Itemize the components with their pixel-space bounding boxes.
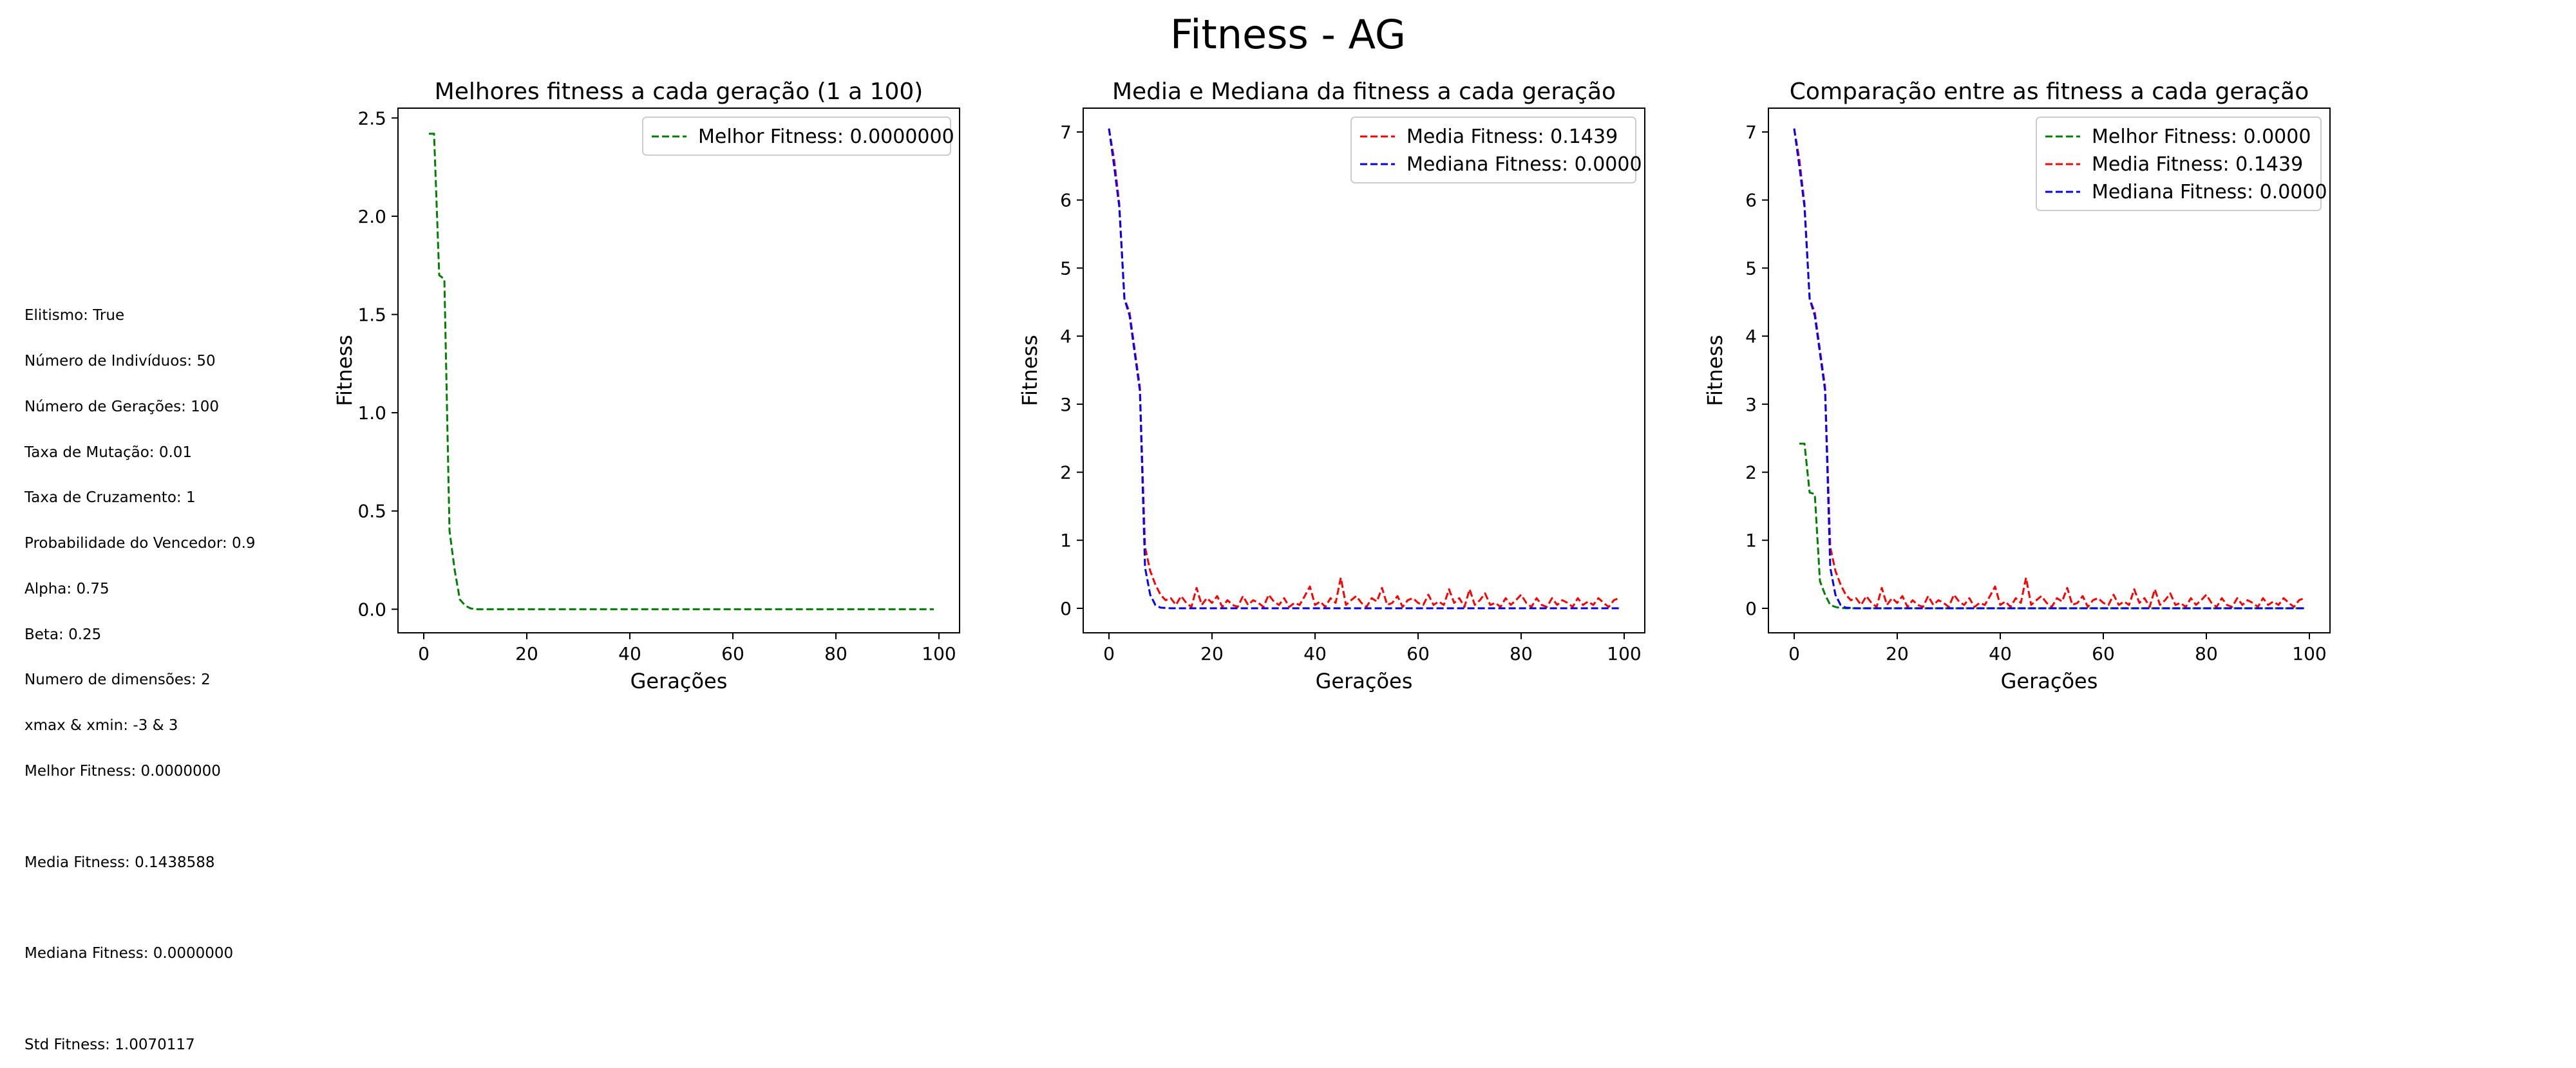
y-tick-label: 3 [1060, 394, 1072, 415]
x-tick-label: 20 [1200, 643, 1224, 664]
info-line: Taxa de Mutação: 0.01 [24, 444, 193, 461]
chart-title: Melhores fitness a cada geração (1 a 100… [435, 79, 923, 105]
chart-title: Comparação entre as fitness a cada geraç… [1790, 79, 2309, 105]
x-tick-label: 40 [618, 643, 641, 664]
legend-box [2036, 117, 2322, 211]
y-tick-label: 2.5 [357, 108, 386, 129]
plot-frame [1083, 108, 1645, 633]
legend-label: Melhor Fitness: 0.0000000 [698, 126, 954, 148]
plot-frame [1768, 108, 2331, 633]
y-tick-label: 0.5 [357, 501, 386, 522]
y-axis-label: Fitness [332, 335, 357, 406]
series-line-1 [1799, 442, 2304, 610]
x-tick-label: 80 [1510, 643, 1533, 664]
x-tick-label: 20 [1886, 643, 1909, 664]
info-line: Número de Indivíduos: 50 [24, 352, 216, 370]
series-line-2 [1793, 128, 2305, 608]
legend-label: Media Fitness: 0.1439 [2092, 153, 2303, 176]
x-tick-label: 0 [1103, 643, 1115, 664]
info-line: Beta: 0.25 [24, 626, 102, 643]
info-line [24, 810, 256, 825]
x-axis-label: Gerações [630, 669, 728, 693]
x-tick-label: 40 [1989, 643, 2012, 664]
series-line-2 [1108, 128, 1619, 610]
y-tick-label: 1 [1060, 530, 1072, 551]
x-tick-label: 40 [1303, 643, 1327, 664]
plot-frame [397, 108, 960, 633]
x-tick-label: 80 [2195, 643, 2218, 664]
y-tick-label: 0 [1745, 598, 1757, 619]
y-tick-label: 0 [1060, 598, 1072, 619]
series-line-3 [1793, 128, 2304, 610]
info-line: Mediana Fitness: 0.0000000 [24, 945, 234, 962]
x-tick-label: 60 [1406, 643, 1430, 664]
x-tick-label: 0 [1788, 643, 1800, 664]
y-tick-label: 4 [1060, 326, 1072, 347]
series-line-1 [429, 133, 934, 610]
y-tick-label: 0.0 [357, 599, 386, 620]
y-tick-label: 7 [1745, 122, 1757, 143]
y-tick-label: 3 [1745, 394, 1757, 415]
legend-label: Mediana Fitness: 0.0000 [2092, 181, 2327, 203]
y-tick-label: 5 [1060, 258, 1072, 279]
info-line: Melhor Fitness: 0.0000000 [24, 763, 221, 780]
x-tick-label: 80 [824, 643, 848, 664]
chart-2: 0 20 40 60 80 100 0 1 2 3 4 5 6 7 Media e Mediana da f… [1018, 79, 1645, 693]
x-axis-label: Gerações [2001, 669, 2098, 693]
info-line [24, 992, 256, 1007]
info-line: Elitismo: True [24, 307, 125, 324]
y-tick-label: 1.0 [357, 402, 386, 424]
info-line: Media Fitness: 0.1438588 [24, 854, 215, 871]
x-tick-label: 20 [515, 643, 538, 664]
x-tick-label: 100 [2292, 643, 2326, 664]
chart-1: 0 20 40 60 80 100 0.0 0.5 1.0 1.5 2.0 2.5 Melhores f… [332, 79, 960, 693]
y-tick-label: 7 [1060, 122, 1072, 143]
y-axis-label: Fitness [1703, 335, 1727, 406]
info-line: Std Fitness: 1.0070117 [24, 1036, 195, 1053]
x-tick-label: 100 [922, 643, 956, 664]
x-tick-label: 100 [1607, 643, 1641, 664]
figure-title: Fitness - AG [1170, 11, 1406, 58]
y-tick-label: 2 [1060, 462, 1072, 483]
info-line: Alpha: 0.75 [24, 580, 109, 597]
legend-box [642, 117, 951, 156]
y-tick-label: 2.0 [357, 206, 386, 227]
info-line: Número de Gerações: 100 [24, 398, 220, 415]
x-tick-label: 0 [418, 643, 430, 664]
y-tick-label: 4 [1745, 326, 1757, 347]
chart-title: Media e Mediana da fitness a cada geraçã… [1112, 79, 1616, 105]
y-tick-label: 1.5 [357, 304, 386, 326]
x-tick-label: 60 [721, 643, 744, 664]
y-tick-label: 2 [1745, 462, 1757, 483]
legend-label: Melhor Fitness: 0.0000 [2092, 126, 2311, 148]
info-line: Numero de dimensões: 2 [24, 671, 211, 689]
legend-box [1350, 117, 1636, 183]
y-tick-label: 1 [1745, 530, 1757, 551]
legend-label: Mediana Fitness: 0.0000 [1406, 153, 1642, 176]
x-axis-label: Gerações [1316, 669, 1413, 693]
y-tick-label: 5 [1745, 258, 1757, 279]
x-tick-label: 60 [2092, 643, 2115, 664]
info-line: Probabilidade do Vencedor: 0.9 [24, 535, 256, 552]
y-axis-label: Fitness [1018, 335, 1042, 406]
chart-3: 0 20 40 60 80 100 0 1 2 3 4 5 6 7 Comparação entre as … [1703, 79, 2331, 693]
y-tick-label: 6 [1745, 190, 1757, 211]
y-tick-label: 6 [1060, 190, 1072, 211]
info-line: Taxa de Cruzamento: 1 [24, 489, 196, 507]
info-line: xmax & xmin: -3 & 3 [24, 717, 178, 735]
series-line-1 [1108, 128, 1620, 608]
info-line [24, 901, 256, 916]
legend-label: Media Fitness: 0.1439 [1406, 126, 1618, 148]
